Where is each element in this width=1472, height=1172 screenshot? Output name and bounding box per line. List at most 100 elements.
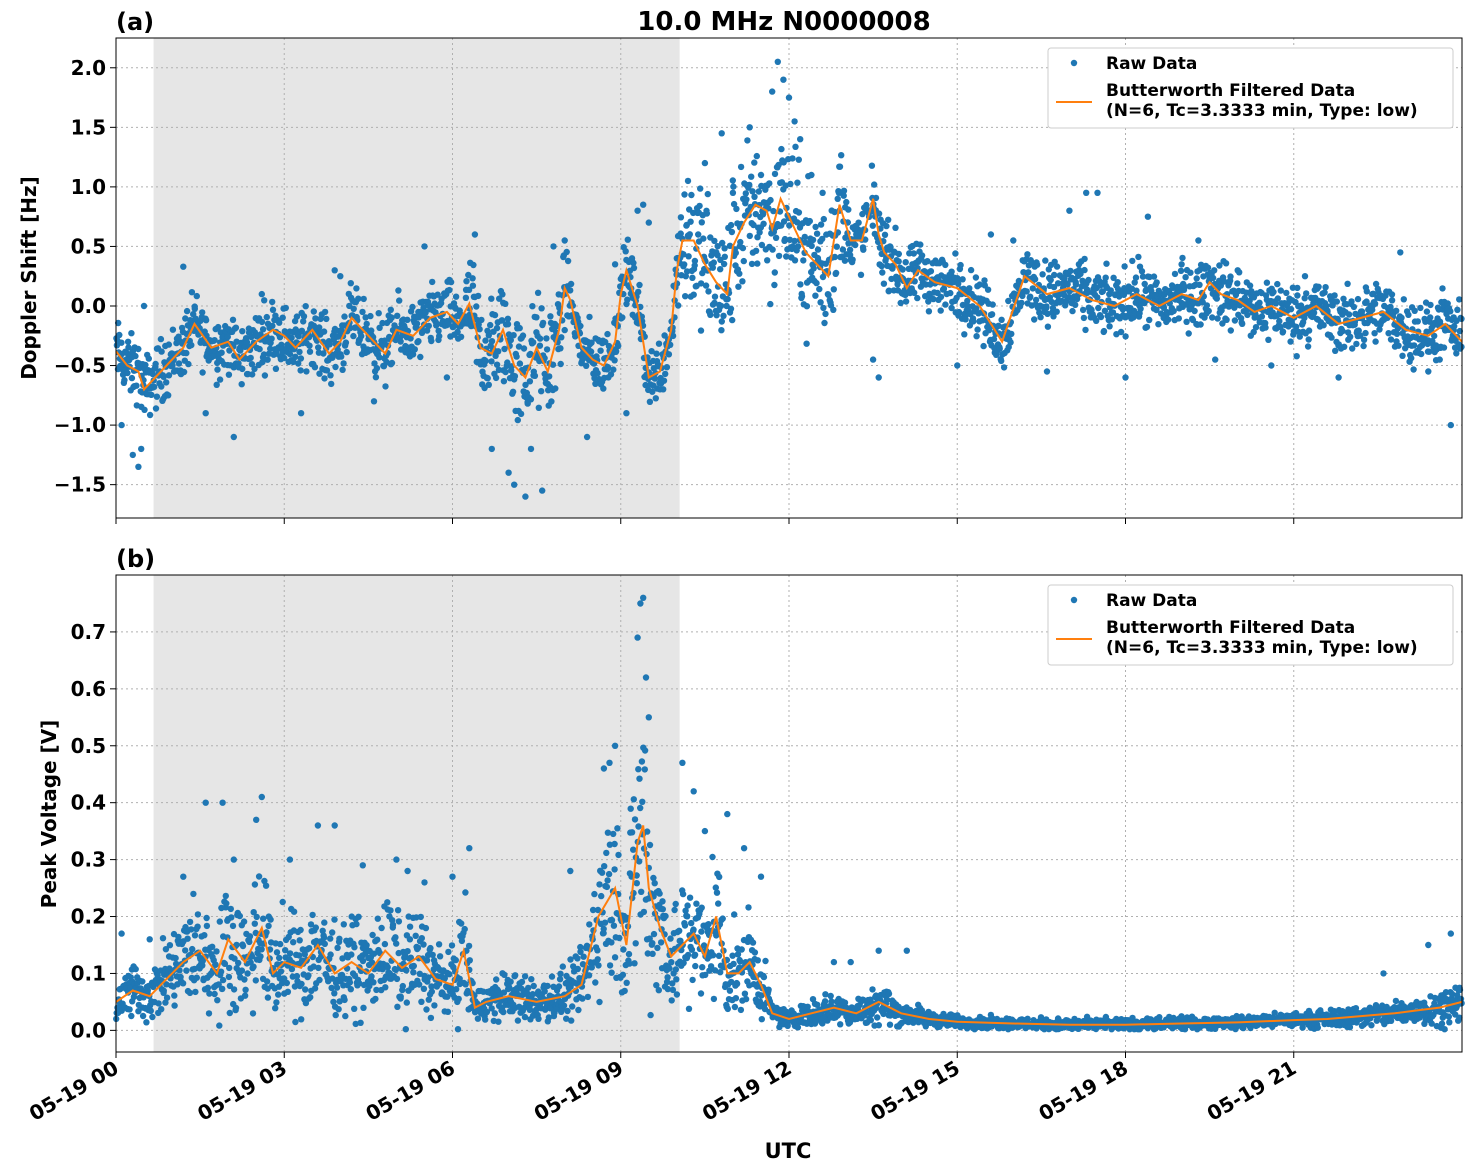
raw-data-point	[1182, 274, 1189, 281]
raw-data-point	[376, 324, 383, 331]
raw-data-point	[488, 445, 495, 453]
raw-data-point	[587, 348, 595, 355]
raw-data-point	[331, 916, 338, 923]
raw-data-point	[403, 967, 410, 974]
raw-data-point	[681, 922, 689, 929]
raw-data-point	[709, 853, 716, 861]
raw-data-point	[194, 911, 202, 918]
raw-data-point	[224, 333, 231, 341]
raw-data-point	[1081, 266, 1088, 274]
raw-data-point	[275, 991, 282, 998]
raw-data-point	[273, 999, 280, 1006]
raw-data-point	[251, 365, 258, 373]
raw-data-point	[1064, 281, 1071, 288]
raw-data-point	[1410, 366, 1417, 373]
raw-data-point	[261, 372, 269, 379]
raw-data-point	[126, 1006, 133, 1013]
raw-data-point	[771, 170, 779, 178]
raw-data-point	[748, 260, 756, 268]
raw-data-point	[478, 316, 485, 324]
raw-data-point	[286, 350, 294, 358]
raw-data-point	[165, 341, 172, 348]
raw-data-point	[664, 985, 672, 993]
raw-data-point	[902, 298, 910, 305]
raw-data-point	[783, 253, 790, 260]
raw-data-point	[546, 373, 553, 380]
raw-data-point	[202, 410, 209, 417]
raw-data-point	[298, 327, 306, 334]
raw-data-point	[702, 971, 709, 979]
raw-data-point	[327, 951, 334, 958]
raw-data-point	[1025, 269, 1032, 276]
raw-data-point	[1067, 267, 1074, 275]
raw-data-point	[1418, 350, 1425, 358]
raw-data-point	[646, 398, 654, 405]
raw-data-point	[159, 935, 167, 942]
raw-data-point	[331, 990, 338, 997]
raw-data-point	[600, 385, 607, 392]
raw-data-point	[500, 1008, 507, 1016]
raw-data-point	[1234, 267, 1241, 274]
raw-data-point	[634, 207, 641, 214]
raw-data-point	[239, 942, 247, 950]
raw-data-point	[265, 922, 272, 930]
raw-data-point	[729, 952, 736, 959]
raw-data-point	[772, 234, 780, 241]
raw-data-point	[810, 265, 817, 272]
raw-data-point	[630, 264, 638, 272]
raw-data-point	[1425, 368, 1432, 375]
raw-data-point	[635, 823, 642, 830]
raw-data-point	[332, 363, 339, 371]
raw-data-point	[305, 972, 312, 979]
raw-data-point	[622, 248, 629, 255]
raw-data-point	[1051, 271, 1058, 279]
raw-data-point	[588, 339, 595, 346]
raw-data-point	[141, 406, 148, 413]
raw-data-point	[116, 331, 123, 339]
raw-data-point	[698, 928, 705, 935]
raw-data-point	[388, 359, 396, 367]
raw-data-point	[1077, 270, 1084, 278]
raw-data-point	[454, 328, 461, 336]
raw-data-point	[485, 381, 492, 388]
raw-data-point	[610, 366, 617, 373]
raw-data-point	[163, 994, 171, 1001]
raw-data-point	[329, 929, 336, 936]
raw-data-point	[840, 192, 847, 199]
raw-data-point	[1018, 299, 1025, 307]
raw-data-point	[640, 201, 647, 208]
raw-data-point	[328, 380, 335, 388]
raw-data-point	[886, 243, 894, 250]
raw-data-point	[1296, 333, 1304, 340]
raw-data-point	[535, 1015, 542, 1022]
raw-data-point	[673, 991, 681, 998]
raw-data-point	[297, 926, 304, 934]
raw-data-point	[1303, 290, 1310, 297]
raw-data-point	[368, 973, 375, 980]
raw-data-point	[547, 313, 554, 320]
raw-data-point	[732, 995, 740, 1002]
raw-data-point	[833, 243, 840, 250]
raw-data-point	[444, 1008, 452, 1015]
raw-data-point	[1203, 302, 1211, 309]
raw-data-point	[880, 1010, 887, 1018]
raw-data-point	[680, 251, 687, 258]
raw-data-point	[446, 971, 453, 978]
raw-data-point	[711, 293, 719, 300]
raw-data-point	[371, 360, 378, 367]
raw-data-point	[409, 351, 417, 358]
raw-data-point	[544, 982, 551, 990]
raw-data-point	[820, 304, 827, 312]
raw-data-point	[260, 351, 268, 358]
raw-data-point	[689, 976, 696, 984]
raw-data-point	[726, 987, 734, 994]
raw-data-point	[482, 1016, 489, 1023]
raw-data-point	[702, 282, 710, 289]
raw-data-point	[739, 278, 746, 285]
raw-data-point	[347, 324, 354, 332]
raw-data-point	[1175, 315, 1183, 322]
raw-data-point	[121, 376, 128, 384]
raw-data-point	[237, 347, 244, 354]
raw-data-point	[370, 398, 378, 405]
raw-data-point	[282, 304, 289, 312]
